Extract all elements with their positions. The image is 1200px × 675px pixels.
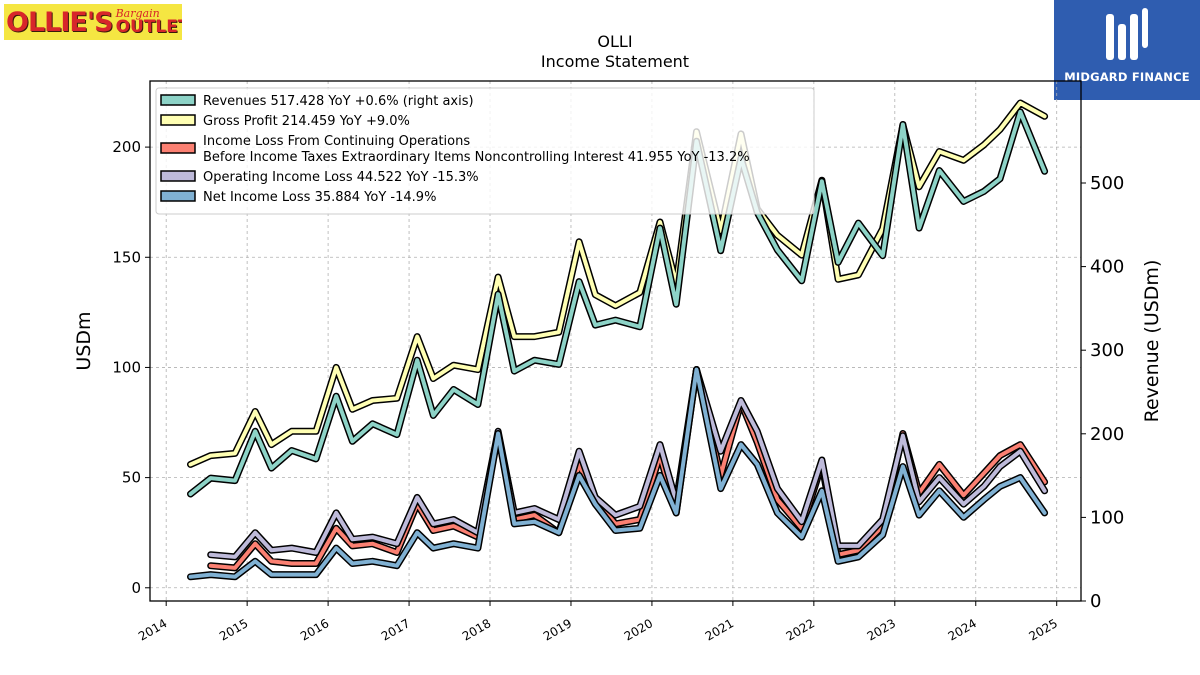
right-y-tick-label: 300 xyxy=(1090,340,1124,361)
y-tick-label: 200 xyxy=(112,138,141,156)
y-tick-label: 0 xyxy=(131,579,141,597)
right-y-tick-label: 100 xyxy=(1090,507,1124,528)
right-y-tick-label: 0 xyxy=(1090,591,1101,612)
legend-swatch xyxy=(160,190,196,202)
legend-label: Operating Income Loss 44.522 YoY -15.3% xyxy=(203,170,479,185)
x-tick-label: 2025 xyxy=(1027,616,1060,643)
x-tick-label: 2024 xyxy=(946,616,979,643)
chart-subtitle: Income Statement xyxy=(541,52,689,71)
midgard-finance-logo: MIDGARD FINANCE xyxy=(1054,0,1200,100)
midgard-emblem-icon xyxy=(1106,8,1148,60)
series-4 xyxy=(187,366,1049,581)
x-tick-label: 2018 xyxy=(460,616,493,643)
legend-swatch xyxy=(160,142,196,154)
legend-box xyxy=(155,87,815,215)
y-tick-label: 150 xyxy=(112,248,141,266)
right-y-tick-label: 500 xyxy=(1090,173,1124,194)
legend-label: Income Loss From Continuing Operations xyxy=(203,134,470,149)
ollies-logo: OLLIE'S Bargain OUTLET xyxy=(4,4,182,40)
logo-sub-line1: Bargain xyxy=(115,7,160,20)
x-tick-label: 2020 xyxy=(622,616,655,643)
right-y-tick-label: 200 xyxy=(1090,424,1124,445)
legend-swatch xyxy=(160,170,196,182)
x-tick-label: 2021 xyxy=(703,616,736,643)
chart-title: OLLI xyxy=(597,32,632,51)
legend: Revenues 517.428 YoY +0.6% (right axis) G… xyxy=(155,87,815,215)
y-tick-label: 100 xyxy=(112,358,141,376)
y-tick-label: 50 xyxy=(122,469,141,487)
x-tick-label: 2023 xyxy=(865,616,898,643)
right-y-axis-label: Revenue (USDm) xyxy=(1141,260,1163,423)
x-tick-label: 2014 xyxy=(136,616,169,643)
series-line xyxy=(188,109,1047,496)
series-line xyxy=(208,367,1047,559)
legend-label: Before Income Taxes Extraordinary Items … xyxy=(203,150,750,165)
x-tick-label: 2017 xyxy=(379,616,412,643)
x-tick-label: 2016 xyxy=(298,616,331,643)
legend-label: Net Income Loss 35.884 YoY -14.9% xyxy=(203,190,436,205)
logo-main-text: OLLIE'S xyxy=(6,6,114,38)
logo-sub: Bargain OUTLET xyxy=(116,8,182,36)
series-line xyxy=(188,367,1047,579)
series-3 xyxy=(207,366,1049,561)
legend-label: Gross Profit 214.459 YoY +9.0% xyxy=(203,114,410,129)
y-axis-label: USDm xyxy=(73,311,95,370)
series-0 xyxy=(187,108,1049,498)
legend-label: Revenues 517.428 YoY +0.6% (right axis) xyxy=(203,94,474,109)
x-tick-label: 2015 xyxy=(217,616,250,643)
plot-frame xyxy=(149,80,1082,602)
x-tick-label: 2022 xyxy=(784,616,817,643)
logo-sub-line2: OUTLET xyxy=(115,17,182,37)
legend-swatch xyxy=(160,94,196,106)
legend-swatch xyxy=(160,114,196,126)
x-tick-label: 2019 xyxy=(541,616,574,643)
series-lines xyxy=(187,99,1049,581)
right-y-tick-label: 400 xyxy=(1090,257,1124,278)
midgard-brand-text: MIDGARD FINANCE xyxy=(1064,70,1190,84)
